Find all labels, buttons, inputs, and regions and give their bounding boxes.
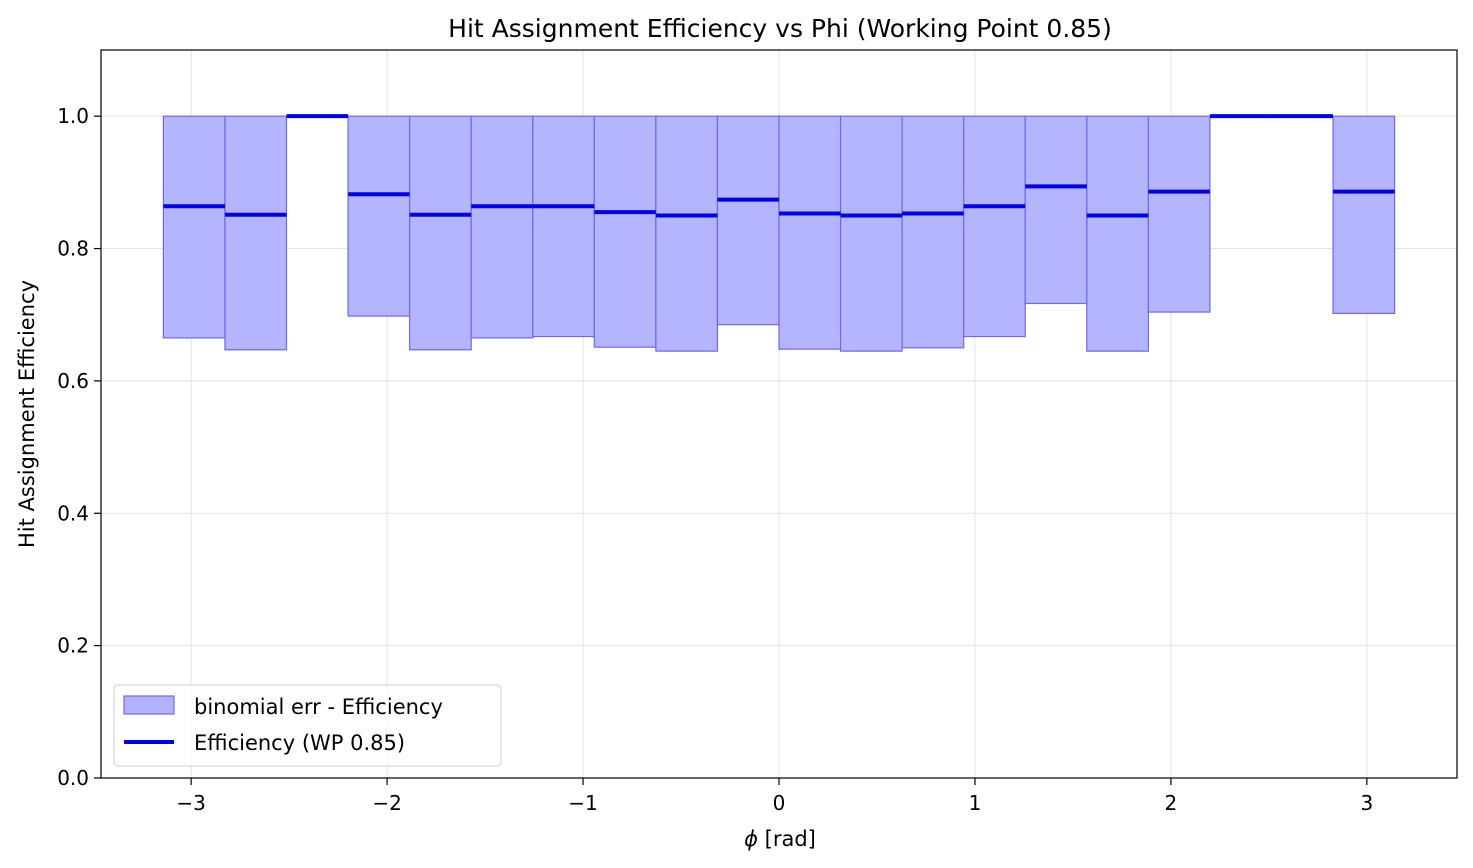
- error-band: [532, 115, 595, 338]
- error-band: [901, 115, 965, 349]
- error-bands: [162, 115, 1396, 352]
- x-tick-label: 0: [773, 791, 786, 815]
- error-band: [224, 115, 288, 351]
- y-tick-label: 0.8: [57, 237, 89, 261]
- x-tick-label: 3: [1360, 791, 1373, 815]
- error-band: [1332, 115, 1396, 315]
- x-axis-label-symbol: ϕ: [744, 827, 758, 851]
- error-band: [778, 115, 842, 350]
- y-tick-label: 1.0: [57, 104, 89, 128]
- legend-label-line: Efficiency (WP 0.85): [194, 731, 405, 755]
- efficiency-steps: [163, 114, 1395, 218]
- legend-swatch-band: [123, 695, 175, 715]
- y-tick-label: 0.6: [57, 369, 89, 393]
- y-tick-label: 0.2: [57, 634, 89, 658]
- legend-label-band: binomial err - Efficiency: [194, 695, 443, 719]
- error-band: [1147, 115, 1211, 313]
- x-axis-ticks: −3 −2 −1 0 1 2 3: [176, 778, 1373, 815]
- error-band: [655, 115, 719, 352]
- y-axis-ticks: 0.0 0.2 0.4 0.6 0.8 1.0: [57, 104, 101, 790]
- x-tick-label: 1: [969, 791, 982, 815]
- chart-title: Hit Assignment Efficiency vs Phi (Workin…: [448, 14, 1112, 43]
- x-axis-label-unit: [rad]: [765, 827, 816, 851]
- x-axis-label: ϕ [rad]: [744, 827, 816, 851]
- legend: binomial err - Efficiency Efficiency (WP…: [113, 684, 502, 767]
- error-band: [409, 115, 472, 351]
- error-band: [1024, 115, 1088, 305]
- x-tick-label: −2: [372, 791, 401, 815]
- error-band: [347, 115, 411, 317]
- legend-box: [113, 684, 502, 767]
- x-tick-label: 2: [1165, 791, 1178, 815]
- y-tick-label: 0.4: [57, 501, 89, 525]
- error-band: [470, 115, 534, 339]
- x-tick-label: −3: [176, 791, 205, 815]
- y-axis-label: Hit Assignment Efficiency: [15, 280, 39, 548]
- x-tick-label: −1: [568, 791, 597, 815]
- error-band: [593, 115, 657, 348]
- error-band: [839, 115, 903, 352]
- error-band: [1086, 115, 1149, 352]
- y-tick-label: 0.0: [57, 766, 89, 790]
- error-band: [963, 115, 1026, 338]
- error-band: [716, 115, 780, 326]
- error-band: [162, 115, 226, 339]
